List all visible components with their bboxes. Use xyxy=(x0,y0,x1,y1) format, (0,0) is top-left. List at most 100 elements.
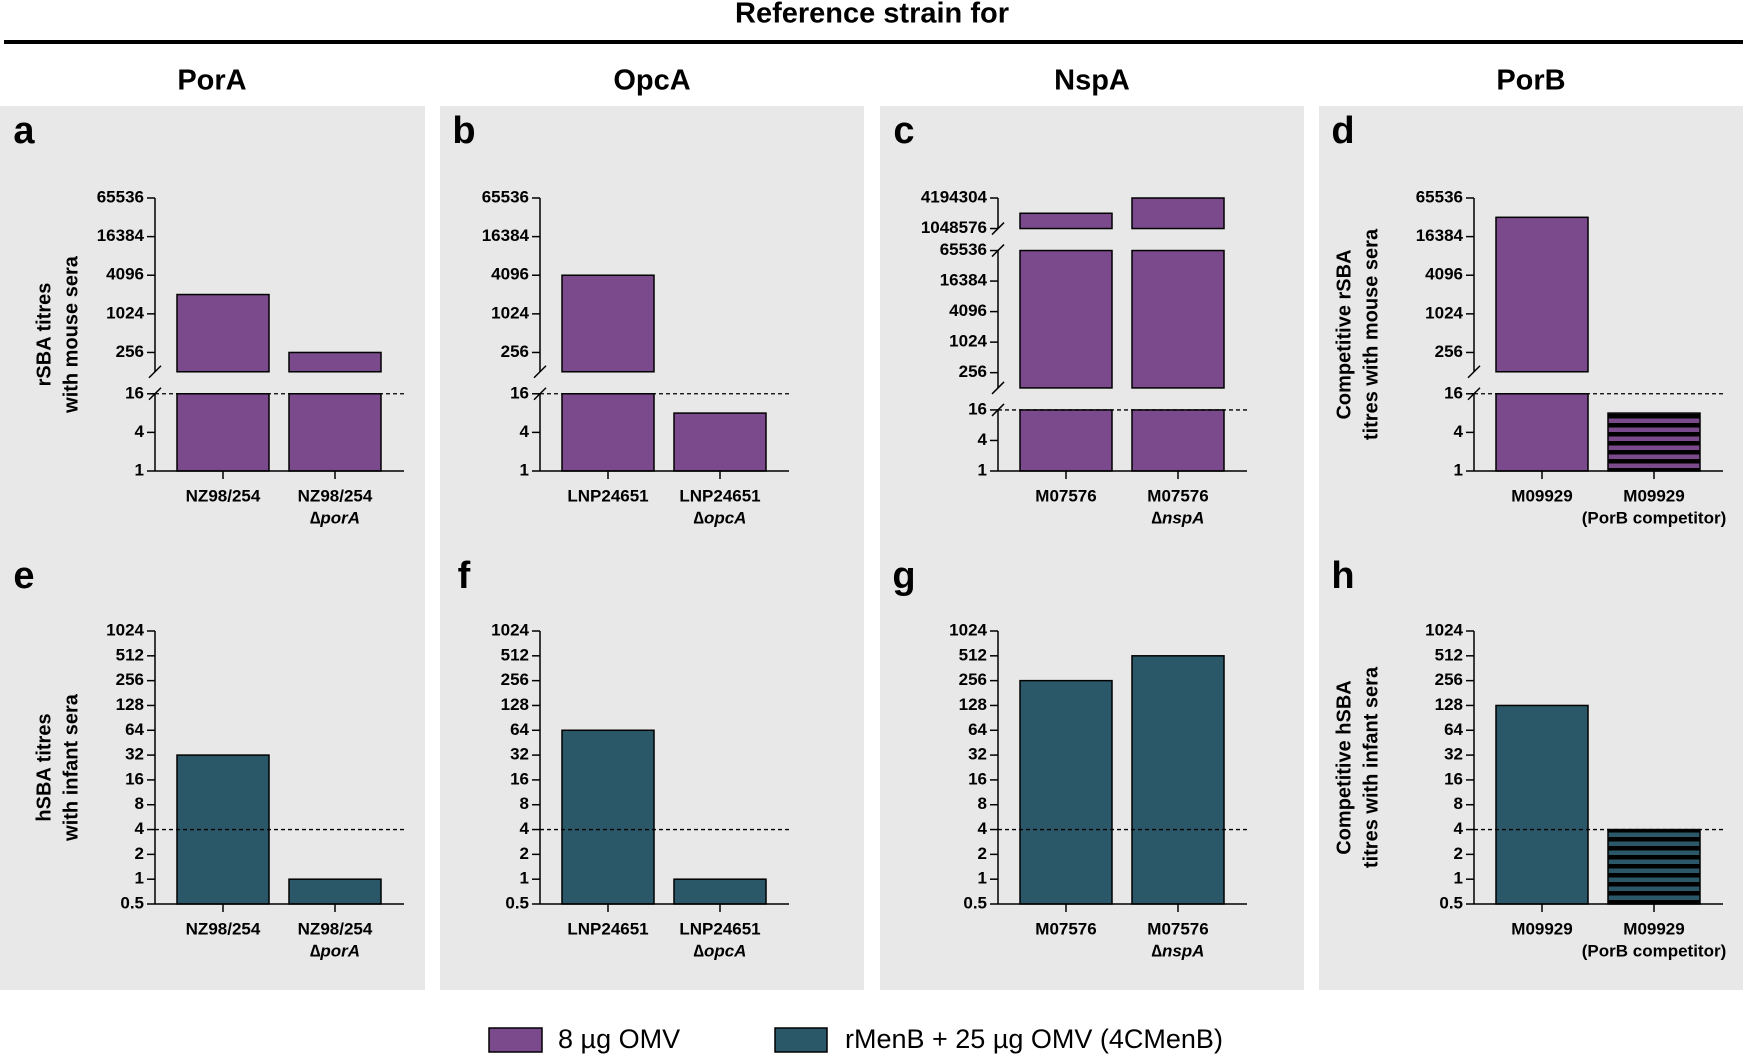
y-tick-label: 16 xyxy=(1444,383,1463,402)
y-tick-label: 8 xyxy=(978,794,987,813)
bar xyxy=(1495,216,1589,373)
y-tick-label: 16384 xyxy=(482,226,530,245)
y-tick-label: 4 xyxy=(520,422,530,441)
y-axis-label: rSBA titres xyxy=(33,283,55,387)
bar xyxy=(1607,412,1701,472)
x-tick-label: LNP24651 xyxy=(679,486,760,505)
y-tick-label: 256 xyxy=(501,342,529,361)
y-tick-label: 1024 xyxy=(106,620,144,639)
axis-break xyxy=(991,381,1005,395)
y-axis-label: with infant sera xyxy=(60,693,82,842)
y-tick-label: 128 xyxy=(501,695,529,714)
y-tick-label: 0.5 xyxy=(505,893,529,912)
y-tick-label: 1 xyxy=(520,869,529,888)
y-tick-label: 1024 xyxy=(1425,620,1463,639)
axis-break xyxy=(533,365,547,379)
y-tick-label: 256 xyxy=(501,670,529,689)
y-tick-label: 4096 xyxy=(1425,265,1463,284)
x-tick-label: M07576 xyxy=(1035,919,1096,938)
y-tick-label: 1048576 xyxy=(921,218,987,237)
y-tick-label: 65536 xyxy=(1416,187,1463,206)
bar xyxy=(176,393,270,472)
y-tick-label: 512 xyxy=(1435,645,1463,664)
y-tick-label: 4 xyxy=(135,819,145,838)
legend-swatch xyxy=(774,1027,828,1053)
y-tick-label: 16 xyxy=(1444,769,1463,788)
bar xyxy=(1131,249,1225,389)
y-tick-label: 16384 xyxy=(1416,226,1464,245)
y-tick-label: 2 xyxy=(135,844,144,863)
y-tick-label: 4194304 xyxy=(921,187,988,206)
y-tick-label: 65536 xyxy=(482,187,529,206)
y-tick-label: 1024 xyxy=(949,620,987,639)
panel-letter: c xyxy=(893,110,914,152)
x-tick-label: LNP24651 xyxy=(679,919,760,938)
y-tick-label: 1 xyxy=(135,460,144,479)
bar xyxy=(673,878,767,905)
panel-letter: d xyxy=(1331,110,1354,152)
bar xyxy=(288,351,382,373)
y-tick-label: 16 xyxy=(968,769,987,788)
y-tick-label: 256 xyxy=(116,342,144,361)
y-tick-label: 512 xyxy=(501,645,529,664)
y-tick-label: 4 xyxy=(135,422,145,441)
column-title: PorA xyxy=(177,65,246,97)
y-tick-label: 4096 xyxy=(949,301,987,320)
y-tick-label: 1 xyxy=(135,869,144,888)
y-tick-label: 16384 xyxy=(97,226,145,245)
y-tick-label: 0.5 xyxy=(120,893,144,912)
y-tick-label: 8 xyxy=(520,794,529,813)
y-tick-label: 16 xyxy=(510,383,529,402)
x-tick-label: (PorB competitor) xyxy=(1582,941,1727,960)
header-title: Reference strain for xyxy=(735,0,1009,30)
y-tick-label: 256 xyxy=(116,670,144,689)
y-tick-label: 128 xyxy=(1435,695,1463,714)
bar xyxy=(1131,655,1225,905)
column-title: PorB xyxy=(1496,65,1565,97)
y-tick-label: 4096 xyxy=(491,265,529,284)
x-tick-label: M09929 xyxy=(1511,919,1572,938)
y-tick-label: 2 xyxy=(978,844,987,863)
x-tick-label: ∆opcA xyxy=(694,508,747,527)
x-tick-label: ∆opcA xyxy=(694,941,747,960)
y-tick-label: 0.5 xyxy=(1439,893,1463,912)
y-tick-label: 4 xyxy=(978,819,988,838)
y-tick-label: 256 xyxy=(1435,670,1463,689)
x-tick-label: ∆nspA xyxy=(1152,508,1205,527)
y-axis-label: titres with infant sera xyxy=(1360,666,1382,868)
y-tick-label: 64 xyxy=(125,720,144,739)
y-tick-label: 512 xyxy=(959,645,987,664)
x-tick-label: NZ98/254 xyxy=(298,486,373,505)
y-tick-label: 32 xyxy=(1444,745,1463,764)
y-tick-label: 1 xyxy=(1454,869,1463,888)
y-axis-label: hSBA titres xyxy=(33,713,55,821)
y-tick-label: 1024 xyxy=(949,332,987,351)
y-tick-label: 65536 xyxy=(940,240,987,259)
y-tick-label: 16 xyxy=(510,769,529,788)
x-tick-label: M09929 xyxy=(1511,486,1572,505)
y-tick-label: 4 xyxy=(1454,819,1464,838)
x-tick-label: M07576 xyxy=(1147,919,1208,938)
bar xyxy=(1019,679,1113,905)
y-tick-label: 1 xyxy=(520,460,529,479)
y-tick-label: 256 xyxy=(959,670,987,689)
x-tick-label: LNP24651 xyxy=(567,919,648,938)
y-tick-label: 16384 xyxy=(940,271,988,290)
panel-letter: b xyxy=(452,110,475,152)
y-tick-label: 16 xyxy=(125,769,144,788)
bar xyxy=(288,393,382,472)
y-tick-label: 16 xyxy=(125,383,144,402)
bar xyxy=(1019,212,1113,230)
bar xyxy=(1495,704,1589,905)
x-tick-label: M07576 xyxy=(1147,486,1208,505)
y-axis-label: Competitive rSBA xyxy=(1333,249,1355,419)
x-tick-label: M07576 xyxy=(1035,486,1096,505)
bar xyxy=(561,393,655,472)
bar xyxy=(288,878,382,905)
y-tick-label: 64 xyxy=(1444,720,1463,739)
panel-letter: g xyxy=(892,555,915,597)
y-tick-label: 4096 xyxy=(106,265,144,284)
bar xyxy=(561,729,655,905)
